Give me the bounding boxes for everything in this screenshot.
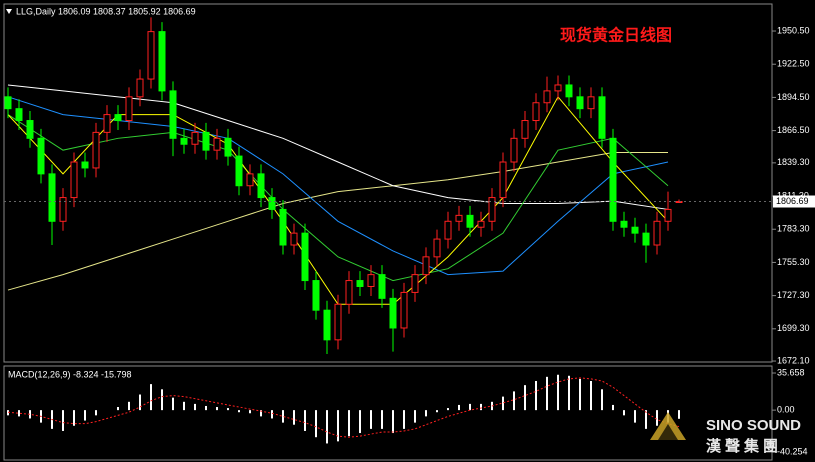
candle-body bbox=[15, 108, 23, 122]
candle-body bbox=[202, 131, 210, 151]
candle-body bbox=[37, 137, 45, 175]
watermark: SINO SOUND 漢聲集團 bbox=[650, 412, 801, 455]
candle-body bbox=[48, 173, 56, 222]
moving-average bbox=[7, 152, 668, 291]
candle-body bbox=[653, 220, 661, 246]
y-tick-label: 1922.50 bbox=[777, 59, 810, 69]
candle-body bbox=[598, 96, 606, 139]
candle-body bbox=[268, 197, 276, 210]
candle-body bbox=[224, 137, 232, 157]
candle-body bbox=[169, 90, 177, 139]
candle-body bbox=[499, 161, 507, 199]
candle-body bbox=[158, 31, 166, 92]
candle-body bbox=[114, 114, 122, 122]
macd-frame bbox=[3, 365, 773, 461]
header-arrow bbox=[6, 9, 12, 14]
candle-body bbox=[103, 114, 111, 133]
y-tick-label: 1699.30 bbox=[777, 323, 810, 333]
candle-body bbox=[136, 78, 144, 98]
y-tick-label: 1672.10 bbox=[777, 355, 810, 365]
candle-body bbox=[631, 226, 639, 234]
candle-body bbox=[59, 197, 67, 222]
candle-body bbox=[334, 303, 342, 341]
candle-body bbox=[587, 96, 595, 110]
candle-body bbox=[400, 291, 408, 329]
candle-body bbox=[455, 214, 463, 222]
candle-body bbox=[532, 102, 540, 122]
chart-title: 现货黄金日线图 bbox=[560, 26, 672, 45]
candle-body bbox=[125, 96, 133, 122]
y-tick-label: 1894.50 bbox=[777, 92, 810, 102]
candle-body bbox=[279, 208, 287, 246]
chart-subtitle: LLG,Daily 1806.09 1808.37 1805.92 1806.6… bbox=[16, 6, 196, 16]
main-frame bbox=[3, 3, 773, 363]
y-tick-label: 0.00 bbox=[777, 405, 795, 415]
candle-body bbox=[609, 137, 617, 222]
candle-body bbox=[367, 274, 375, 287]
candle-body bbox=[477, 220, 485, 228]
candle-body bbox=[510, 137, 518, 163]
candle-body bbox=[554, 84, 562, 92]
macd-title: MACD(12,26,9) -8.324 -15.798 bbox=[8, 369, 132, 379]
y-tick-label: 1866.50 bbox=[777, 125, 810, 135]
candle-body bbox=[4, 96, 12, 110]
candle-body bbox=[323, 309, 331, 341]
candle-body bbox=[422, 256, 430, 276]
y-tick-label: 1727.30 bbox=[777, 290, 810, 300]
signal-line bbox=[7, 377, 680, 438]
candle-body bbox=[70, 161, 78, 199]
y-tick-label: 35.658 bbox=[777, 367, 805, 377]
watermark-chinese: 漢聲集團 bbox=[706, 437, 782, 455]
candle-body bbox=[411, 274, 419, 293]
y-tick-label: -40.254 bbox=[777, 446, 808, 456]
candle-body bbox=[92, 131, 100, 169]
candle-body bbox=[246, 173, 254, 187]
y-tick-label: 1950.50 bbox=[777, 25, 810, 35]
moving-average bbox=[7, 84, 669, 210]
price-label-box bbox=[773, 195, 815, 208]
candle-body bbox=[466, 214, 474, 228]
candle-body bbox=[433, 238, 441, 258]
watermark-brand: SINO SOUND bbox=[706, 417, 801, 434]
y-tick-label: 1811.30 bbox=[777, 190, 809, 200]
candle-body bbox=[312, 280, 320, 311]
candle-body bbox=[620, 220, 628, 228]
logo-mark bbox=[658, 424, 678, 440]
price-label: 1806.69 bbox=[776, 196, 809, 206]
candle-body bbox=[191, 131, 199, 145]
y-tick-label: 1783.30 bbox=[777, 224, 810, 234]
candle-body bbox=[290, 232, 298, 246]
candle-body bbox=[213, 137, 221, 151]
candle-body bbox=[345, 280, 353, 305]
candle-body bbox=[565, 84, 573, 98]
candle-body bbox=[576, 96, 584, 110]
candle-body bbox=[488, 197, 496, 222]
y-tick-label: 1839.30 bbox=[777, 157, 810, 167]
candle-body bbox=[301, 232, 309, 282]
candle-body bbox=[444, 220, 452, 240]
candle-body bbox=[235, 155, 243, 187]
candle-body bbox=[356, 280, 364, 287]
plot: 1950.50 1922.50 1894.50 1866.50 1839.30 1811.… bbox=[4, 17, 815, 456]
y-tick-label: 1755.30 bbox=[777, 257, 810, 267]
candle-body bbox=[26, 120, 34, 139]
candle-body bbox=[257, 173, 265, 199]
candle-body bbox=[378, 274, 386, 299]
candle-body bbox=[180, 137, 188, 145]
candle-body bbox=[543, 90, 551, 104]
candle-body bbox=[664, 208, 672, 222]
candle-body bbox=[521, 120, 529, 139]
candle-body bbox=[147, 31, 155, 80]
candle-body bbox=[389, 297, 397, 329]
moving-average bbox=[7, 114, 669, 282]
candle-body bbox=[81, 161, 89, 169]
candle-body bbox=[642, 232, 650, 246]
